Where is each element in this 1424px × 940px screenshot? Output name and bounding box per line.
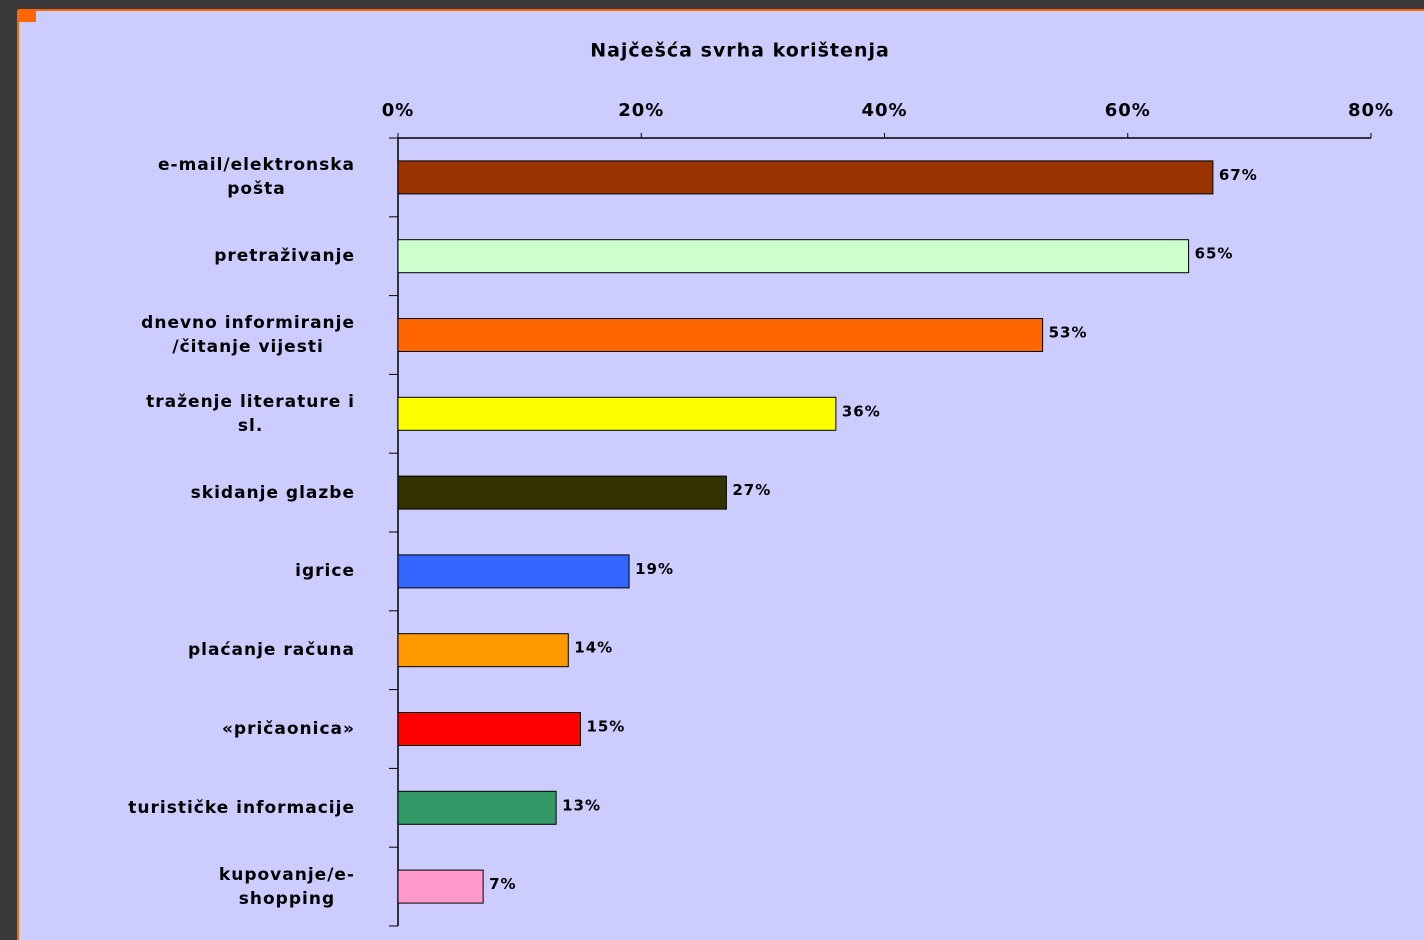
y-tick-label: igrice	[295, 561, 355, 582]
y-tick-label: pretraživanje	[214, 246, 355, 267]
y-tick-label: e-mail/elektronska pošta	[157, 155, 355, 200]
data-label: 15%	[586, 718, 625, 736]
bar	[397, 554, 630, 589]
y-tick-label: plaćanje računa	[187, 640, 355, 661]
y-tick-label: traženje literature i sl.	[146, 391, 355, 436]
bar	[397, 790, 557, 825]
data-label: 67%	[1219, 166, 1258, 184]
data-label: 27%	[732, 481, 771, 499]
data-label: 14%	[574, 639, 613, 657]
bar	[397, 160, 1214, 195]
x-tick-label: 20%	[618, 100, 664, 121]
y-tick-label: dnevno informiranje /čitanje vijesti	[141, 313, 355, 357]
x-tick-label: 0%	[382, 100, 415, 121]
data-label: 13%	[562, 796, 601, 814]
data-label: 36%	[842, 402, 881, 420]
corner-marker	[18, 10, 36, 22]
bar	[397, 396, 837, 431]
bar	[397, 869, 484, 904]
y-tick-label: skidanje glazbe	[190, 482, 355, 503]
data-label: 53%	[1049, 324, 1088, 342]
y-tick-label: «pričaonica»	[221, 719, 355, 739]
x-tick-label: 60%	[1105, 100, 1151, 121]
bar	[397, 712, 581, 746]
data-label: 65%	[1195, 245, 1234, 263]
x-tick-label: 80%	[1348, 100, 1394, 121]
data-label: 7%	[489, 875, 516, 893]
bar	[397, 475, 727, 510]
y-tick-label: kupovanje/e- shopping	[218, 864, 355, 909]
bar	[397, 633, 569, 668]
chart-title: Najčešća svrha korištenja	[590, 40, 890, 62]
y-tick-label: turističke informacije	[128, 797, 355, 818]
x-tick-label: 40%	[861, 100, 907, 121]
data-label: 19%	[635, 560, 674, 578]
bar	[397, 239, 1190, 274]
bar	[397, 318, 1044, 352]
